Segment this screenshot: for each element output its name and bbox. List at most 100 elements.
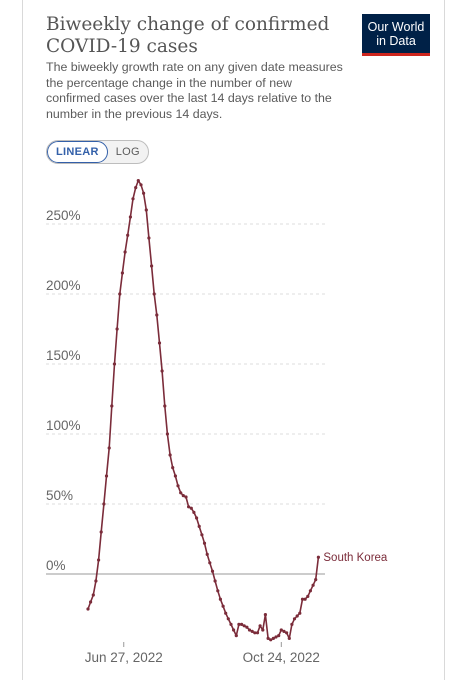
logo-line1: Our World [367,20,425,34]
data-point [290,622,294,627]
data-point [269,638,273,642]
scale-toggle: LINEAR LOG [46,140,149,164]
data-point [247,628,252,632]
y-tick-label: 200% [46,278,81,293]
data-point [192,510,196,514]
data-point [112,362,117,366]
series-line [87,179,320,641]
data-point [210,569,215,573]
data-point [279,628,283,632]
logo-line2: in Data [376,34,416,48]
data-point [99,530,103,534]
data-point [165,432,169,436]
data-point [123,250,127,254]
data-point [189,506,193,510]
data-point [274,635,278,639]
data-point [139,183,143,187]
data-point [91,593,95,597]
chart-subtitle: The biweekly growth rate on any given da… [46,60,343,121]
y-tick-label: 100% [46,418,81,433]
data-point [115,327,119,331]
data-point [104,474,109,478]
data-point [126,233,130,237]
data-point [97,558,101,562]
data-point [218,597,222,601]
left-border [22,0,23,680]
data-point [300,597,305,601]
data-point [136,179,140,183]
data-point [316,555,320,559]
chart-title-line2: COVID-19 cases [46,36,198,57]
data-point [157,341,162,345]
data-point [110,404,114,408]
data-point [195,516,199,520]
data-point [187,505,191,509]
data-point [120,271,124,275]
data-point [258,624,262,628]
data-point [285,631,289,635]
log-scale-button[interactable]: LOG [115,146,140,158]
data-point [253,631,257,635]
chart-title: Biweekly change of confirmed COVID-19 ca… [46,14,346,58]
right-border [444,0,445,680]
data-point [173,474,177,478]
data-point [184,495,188,499]
data-point [266,636,270,641]
owid-logo[interactable]: Our World in Data [362,14,430,56]
y-tick-label: 250% [46,208,81,223]
logo-accent-bar [362,53,430,56]
data-point [176,484,180,488]
data-point [314,578,318,582]
data-point [255,631,260,635]
data-point [152,292,156,296]
data-point [128,215,132,219]
data-point [308,589,312,593]
linear-scale-button[interactable]: LINEAR [47,141,108,163]
data-point [179,491,183,495]
data-point [306,594,310,599]
data-point [263,613,267,617]
data-point [197,524,201,529]
data-point [94,579,98,583]
y-tick-label: 50% [46,488,73,503]
data-point [237,622,241,627]
data-point [163,404,167,408]
data-point [245,625,249,629]
data-point [277,634,281,638]
data-point [234,634,238,638]
data-point [205,552,209,557]
data-point [89,600,93,604]
data-point [242,624,246,628]
y-tick-label: 150% [46,348,81,363]
data-point [131,197,135,201]
data-point [295,614,299,618]
data-point [142,191,146,195]
data-point [292,617,297,621]
data-point [271,636,275,641]
data-point [155,313,159,317]
x-tick-label: Jun 27, 2022 [85,650,163,665]
data-point [150,264,154,268]
data-point [229,622,233,627]
data-point [208,561,212,565]
data-point [181,494,185,498]
data-point [226,617,230,621]
data-point [303,597,307,601]
data-point [224,611,228,615]
data-point [298,611,302,615]
data-point [202,541,207,545]
x-tick-label: Oct 24, 2022 [243,650,320,665]
data-point [107,446,111,450]
data-point [213,579,217,583]
data-point [134,186,138,190]
data-point [118,292,122,296]
data-point [86,607,90,611]
data-point [168,453,172,457]
data-point [221,604,225,608]
data-point [200,533,204,537]
data-point [160,369,164,373]
chart-title-line1: Biweekly change of confirmed [46,14,330,35]
data-point [240,622,244,627]
data-point [232,628,236,632]
